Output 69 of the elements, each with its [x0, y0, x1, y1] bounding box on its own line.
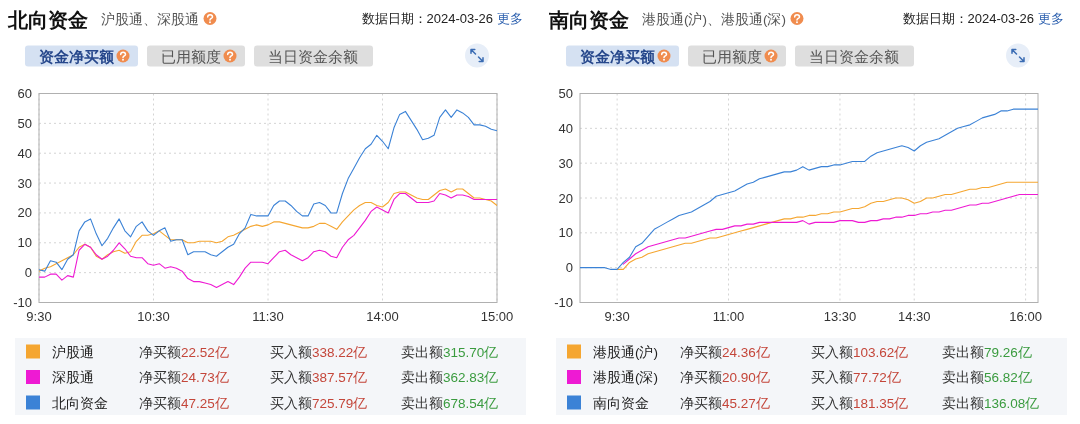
text: 净买额24.36亿: [680, 344, 770, 360]
text: 净买额20.90亿: [680, 370, 770, 385]
legend-label: 深股通: [52, 370, 94, 385]
text: 更多: [1038, 11, 1064, 26]
text: 卖出额678.54亿: [401, 395, 499, 411]
y-tick-label: 50: [17, 115, 32, 131]
x-tick-label: 14:30: [897, 309, 931, 324]
chart-subtitle: 沪股通、深股通: [101, 12, 199, 27]
x-tick-label: 11:30: [252, 309, 284, 324]
y-tick-label: 10: [17, 235, 32, 251]
legend-item: 深股通: [26, 370, 94, 385]
legend-label: 港股通(沪): [593, 344, 658, 360]
y-tick-label: 40: [558, 120, 573, 136]
text: 卖出额362.83亿: [401, 370, 499, 385]
text: 买入额103.62亿: [811, 344, 909, 360]
y-tick-label: 60: [17, 86, 32, 101]
text: 净买额22.52亿: [139, 344, 229, 360]
tab: 资金净买额: [566, 45, 679, 67]
tab: 当日资金余额: [254, 45, 373, 67]
y-tick-label: 50: [558, 86, 573, 101]
x-tick-label: 15:00: [480, 309, 514, 324]
text: 买入额338.22亿: [270, 344, 368, 360]
legend-label: 北向资金: [52, 395, 108, 411]
legend-label: 港股通(深): [593, 370, 658, 385]
text: 数据日期：2024-03-26: [361, 11, 493, 26]
y-tick-label: 10: [558, 225, 573, 241]
legend-item: 沪股通: [26, 344, 94, 360]
text: 买入额725.79亿: [270, 395, 368, 411]
chart-subtitle: 港股通(沪)、港股通(深): [642, 12, 786, 27]
text: 净买额47.25亿: [139, 395, 229, 411]
x-tick-label: 14:00: [366, 309, 399, 324]
x-tick-label: 9:30: [26, 309, 52, 324]
x-tick-label: 10:30: [137, 309, 170, 324]
y-tick-label: 30: [558, 155, 573, 171]
y-tick-label: 20: [17, 205, 32, 221]
y-tick-label: 20: [558, 190, 573, 206]
text: 卖出额56.82亿: [942, 370, 1032, 385]
legend-item: 港股通(沪): [567, 344, 658, 360]
y-tick-label: 30: [17, 175, 32, 191]
chart-title: 南向资金: [548, 9, 629, 31]
chart-title: 北向资金: [7, 9, 88, 31]
text: 卖出额79.26亿: [942, 344, 1032, 360]
tab: 已用额度: [688, 45, 786, 67]
legend-item: 南向资金: [567, 395, 649, 411]
y-tick-label: 40: [17, 145, 32, 161]
x-tick-label: 13:30: [823, 309, 857, 324]
text: 卖出额136.08亿: [942, 395, 1040, 411]
text: 买入额181.35亿: [811, 395, 909, 411]
y-tick-label: -10: [13, 295, 32, 310]
y-tick-label: 0: [24, 265, 32, 281]
legend-item: 港股通(深): [567, 370, 658, 385]
text: 净买额45.27亿: [680, 395, 770, 411]
text: 买入额387.57亿: [270, 370, 368, 385]
text: 数据日期：2024-03-26: [902, 11, 1034, 26]
legend-label: 沪股通: [52, 344, 94, 360]
legend-item: 北向资金: [26, 395, 108, 411]
y-tick-label: 0: [565, 260, 573, 276]
y-tick-label: -10: [554, 295, 573, 310]
tab: 资金净买额: [25, 45, 138, 67]
x-tick-label: 11:00: [712, 309, 745, 324]
tab: 已用额度: [147, 45, 245, 67]
legend-label: 南向资金: [593, 395, 649, 411]
x-tick-label: 16:00: [1009, 309, 1042, 324]
text: 净买额24.73亿: [139, 370, 229, 385]
tab: 当日资金余额: [795, 45, 914, 67]
text: 买入额77.72亿: [811, 370, 901, 385]
text: 更多: [497, 11, 523, 26]
x-tick-label: 9:30: [604, 309, 630, 324]
text: 卖出额315.70亿: [401, 344, 499, 360]
